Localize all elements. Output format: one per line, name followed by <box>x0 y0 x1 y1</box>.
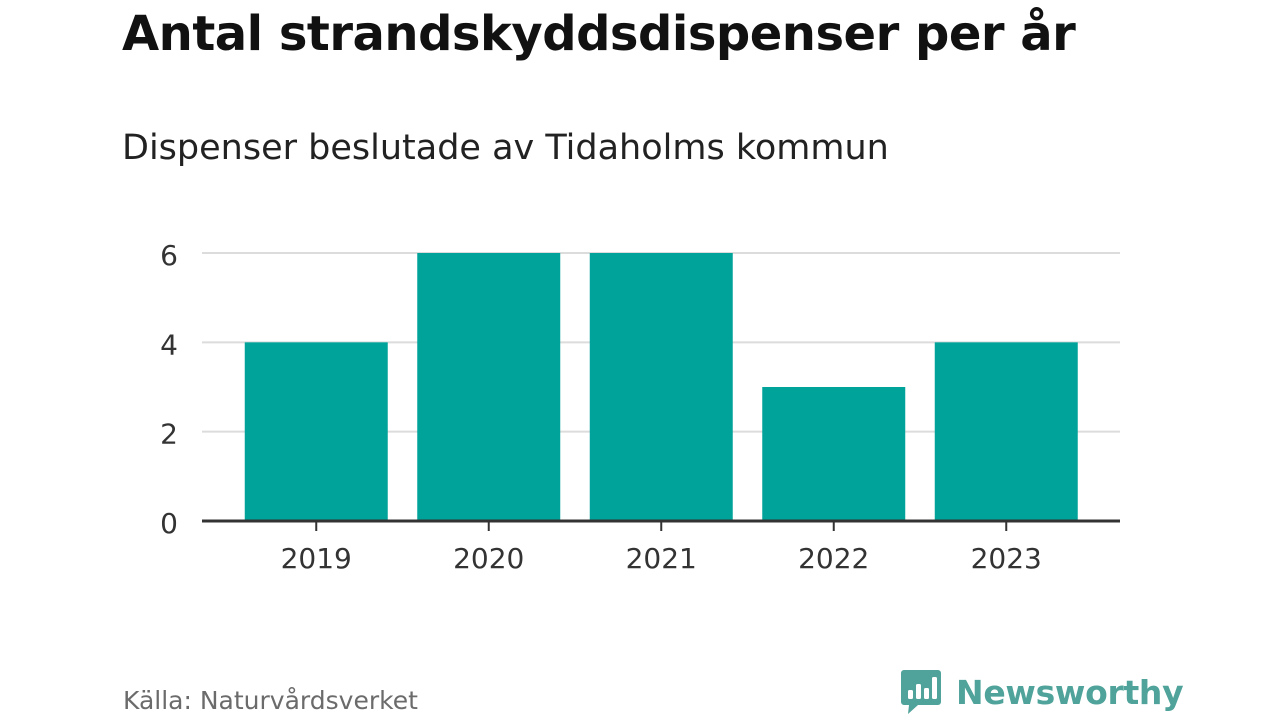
y-tick-label: 2 <box>160 418 178 451</box>
x-tick-label-2020: 2020 <box>453 542 524 575</box>
bar-2021 <box>589 253 733 521</box>
newsworthy-logo-icon <box>901 670 941 714</box>
y-tick-label: 6 <box>160 239 178 272</box>
brand-logo: Newsworthy <box>900 668 1184 716</box>
x-tick-label-2019: 2019 <box>281 542 352 575</box>
bar-2020 <box>417 253 561 521</box>
chart-subtitle: Dispenser beslutade av Tidaholms kommun <box>122 128 889 168</box>
x-tick-label-2023: 2023 <box>971 542 1042 575</box>
brand-name: Newsworthy <box>956 672 1184 712</box>
y-tick-label: 4 <box>160 328 178 361</box>
bar-2022 <box>762 387 906 521</box>
x-tick-label-2022: 2022 <box>798 542 869 575</box>
x-tick-label-2021: 2021 <box>626 542 697 575</box>
bar-2019 <box>244 342 388 521</box>
chart-title: Antal strandskyddsdispenser per år <box>122 6 1076 62</box>
source-note: Källa: Naturvårdsverket <box>123 686 418 715</box>
bar-2023 <box>934 342 1078 521</box>
y-tick-label: 0 <box>160 507 178 540</box>
